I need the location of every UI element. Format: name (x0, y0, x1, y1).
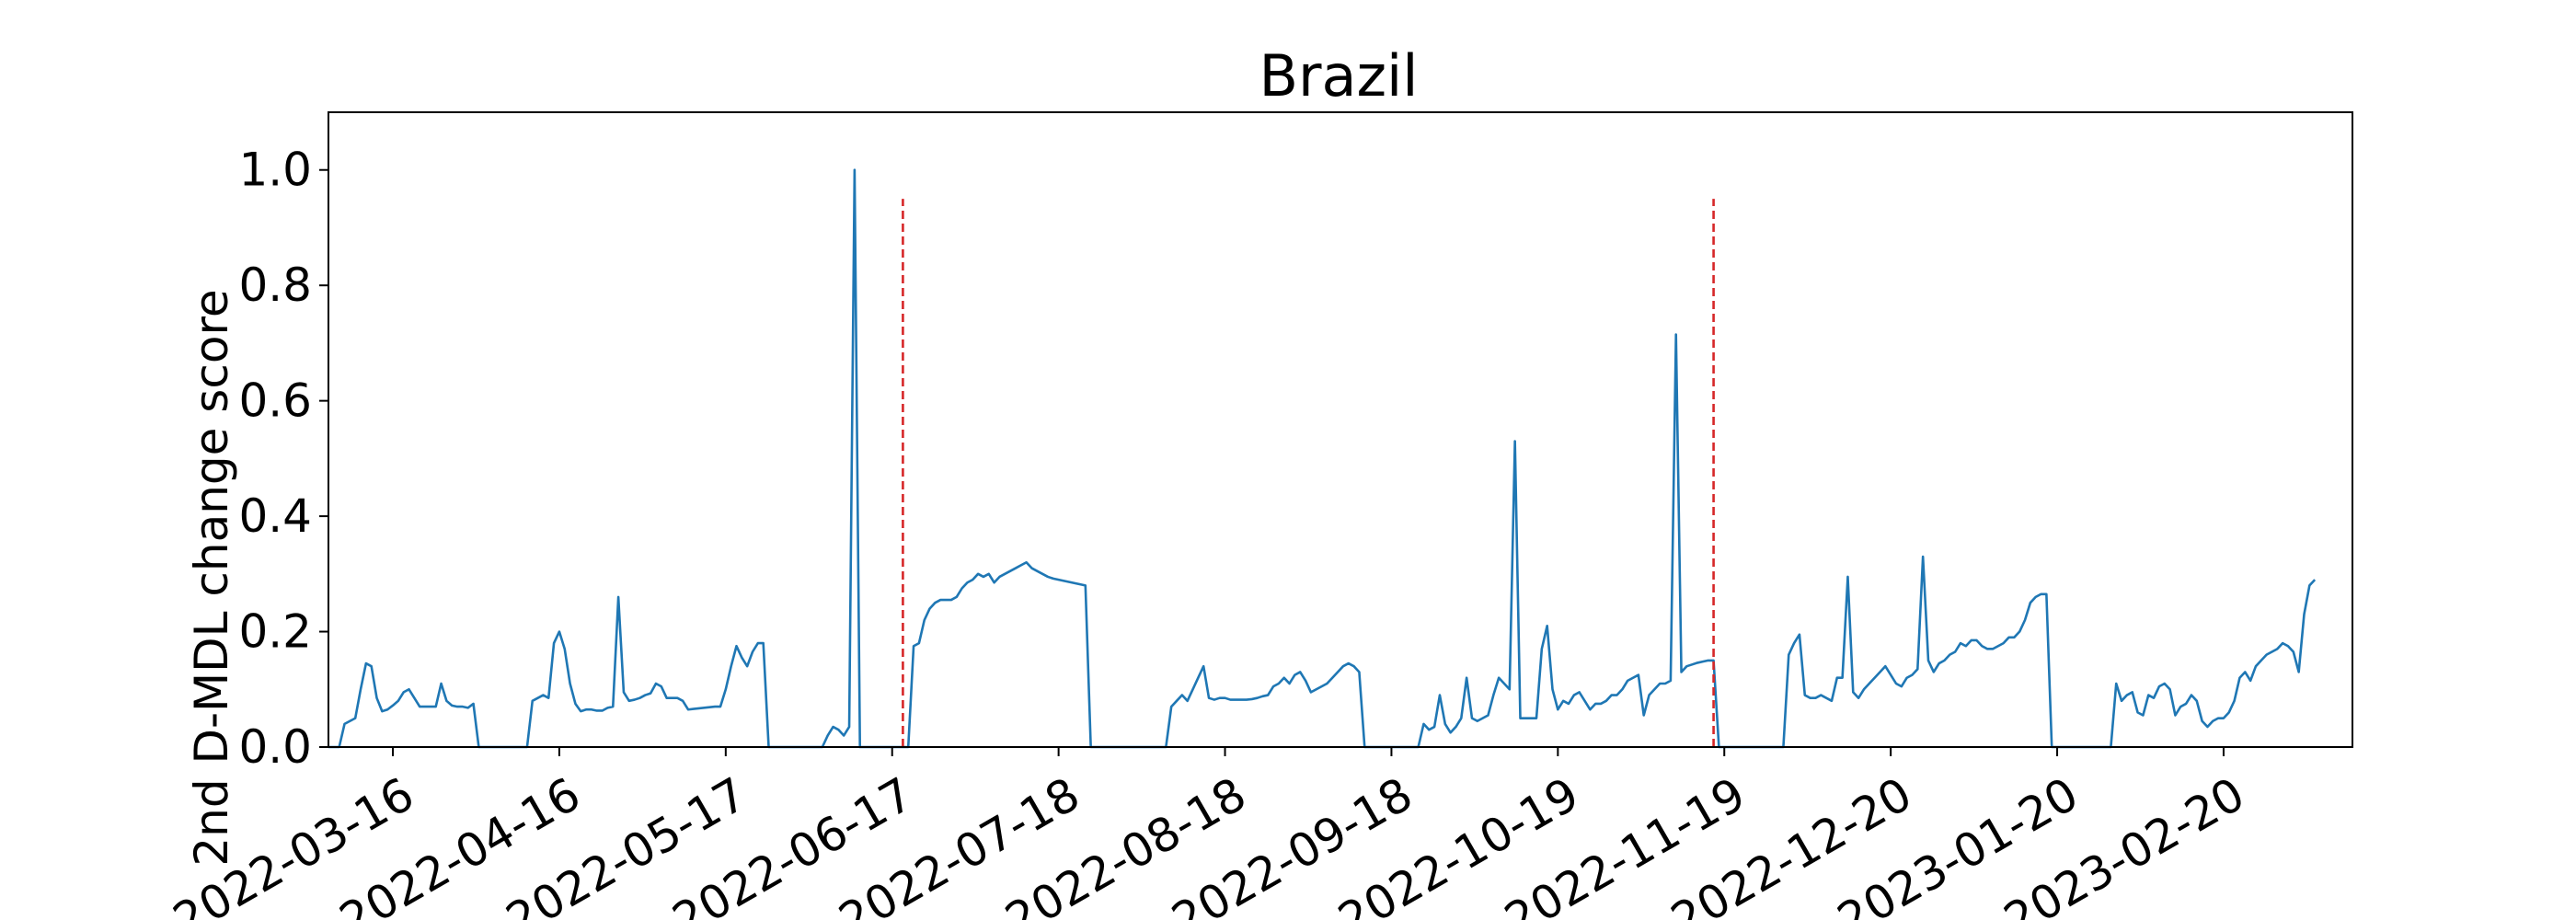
axes-frame (328, 111, 2353, 748)
y-axis-label: 2nd D-MDL change score (185, 289, 238, 866)
y-tick-label: 1.0 (238, 144, 312, 197)
y-tick-label: 0.6 (238, 374, 312, 428)
chart-title: Brazil (1259, 42, 1418, 109)
y-tick-label: 0.0 (238, 720, 312, 774)
series-line-0 (328, 168, 2317, 749)
y-tick-label: 0.8 (238, 259, 312, 312)
y-tick-label: 0.4 (238, 489, 312, 543)
y-tick-label: 0.2 (238, 605, 312, 659)
